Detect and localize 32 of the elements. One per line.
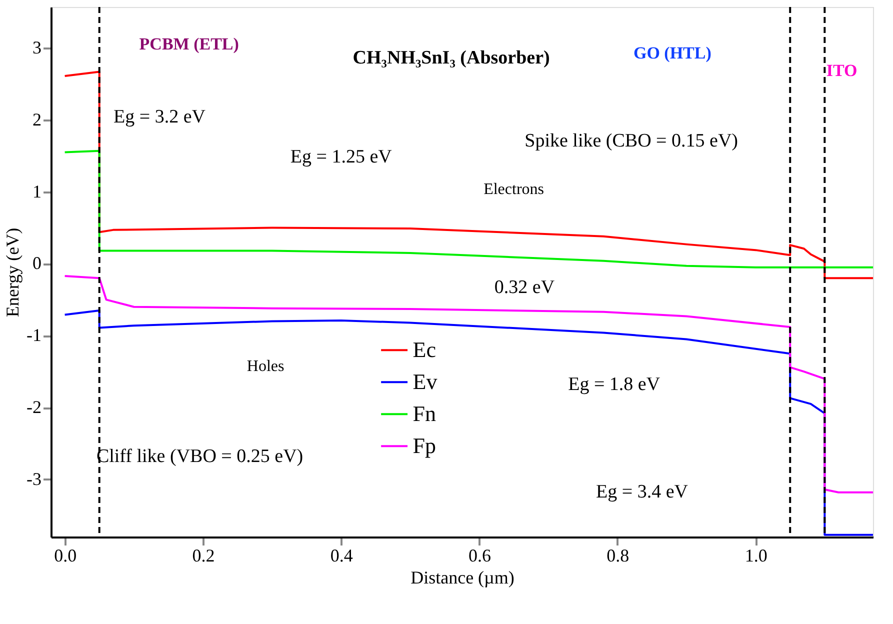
y-tick-label: 1 (32, 181, 42, 202)
annotation: ITO (826, 61, 858, 80)
annotation: 0.32 eV (494, 276, 555, 298)
annotation: PCBM (ETL) (139, 34, 239, 54)
line-series (64, 150, 874, 268)
y-tick-label: 0 (32, 253, 42, 274)
y-tick-label: -1 (26, 325, 42, 346)
x-tick-label: 0.2 (192, 546, 215, 566)
annotation: Electrons (484, 180, 544, 198)
x-tick-label: 0.8 (606, 546, 630, 566)
annotation: CH₃NH₃SnI₃ (Absorber) (352, 47, 550, 68)
annotation: Eg = 1.8 eV (568, 374, 660, 395)
legend-label: Fp (412, 433, 436, 458)
legend-label: Ec (412, 337, 436, 362)
x-tick-label: 0.6 (468, 546, 492, 566)
x-tick-label: 1.0 (744, 546, 768, 566)
y-tick-label: 3 (32, 37, 42, 58)
legend-label: Ev (412, 369, 438, 394)
annotation: Eg = 3.4 eV (596, 481, 688, 502)
y-tick-label: -3 (26, 468, 42, 489)
annotation: Holes (246, 358, 284, 375)
y-axis-title: Energy (eV) (2, 228, 23, 318)
y-tick-label: -2 (26, 397, 42, 418)
x-axis-title: Distance (µm) (410, 568, 514, 588)
annotation: GO (HTL) (633, 44, 712, 63)
annotation: Eg = 3.2 eV (114, 106, 206, 128)
x-tick-label: 0.0 (54, 546, 77, 566)
x-tick-label: 0.4 (330, 546, 353, 566)
annotation: Eg = 1.25 eV (290, 146, 392, 168)
legend-label: Fn (412, 401, 436, 426)
y-tick-label: 2 (32, 109, 42, 130)
annotation: Spike like (CBO = 0.15 eV) (524, 130, 738, 152)
